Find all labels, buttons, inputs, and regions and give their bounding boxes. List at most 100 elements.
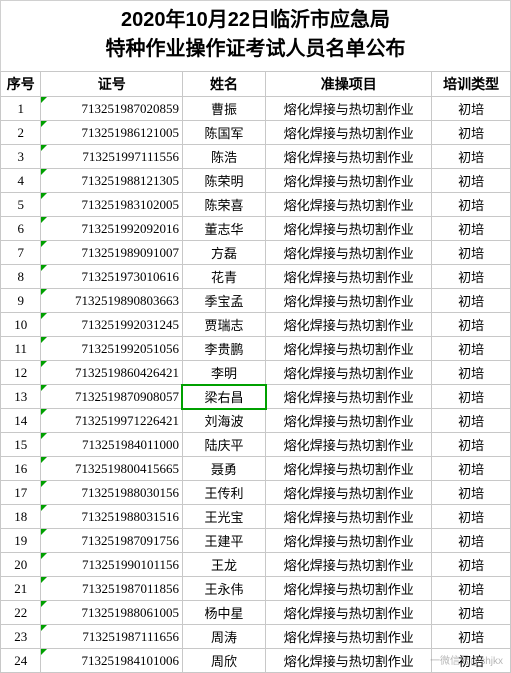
cell-id[interactable]: 713251989091007 (41, 241, 183, 265)
cell-name[interactable]: 梁右昌 (182, 385, 265, 409)
cell-name[interactable]: 董志华 (182, 217, 265, 241)
col-type[interactable]: 培训类型 (432, 72, 511, 97)
cell-name[interactable]: 聂勇 (182, 457, 265, 481)
cell-proj[interactable]: 熔化焊接与热切割作业 (266, 457, 432, 481)
cell-proj[interactable]: 熔化焊接与热切割作业 (266, 481, 432, 505)
cell-seq[interactable]: 19 (1, 529, 41, 553)
cell-seq[interactable]: 20 (1, 553, 41, 577)
cell-seq[interactable]: 10 (1, 313, 41, 337)
cell-proj[interactable]: 熔化焊接与热切割作业 (266, 121, 432, 145)
cell-seq[interactable]: 17 (1, 481, 41, 505)
cell-id[interactable]: 713251987091756 (41, 529, 183, 553)
cell-name[interactable]: 季宝孟 (182, 289, 265, 313)
cell-id[interactable]: 713251984011000 (41, 433, 183, 457)
cell-name[interactable]: 周涛 (182, 625, 265, 649)
cell-type[interactable]: 初培 (432, 385, 511, 409)
cell-type[interactable]: 初培 (432, 505, 511, 529)
cell-type[interactable]: 初培 (432, 241, 511, 265)
cell-type[interactable]: 初培 (432, 121, 511, 145)
col-seq[interactable]: 序号 (1, 72, 41, 97)
cell-id[interactable]: 713251987111656 (41, 625, 183, 649)
cell-type[interactable]: 初培 (432, 577, 511, 601)
cell-proj[interactable]: 熔化焊接与热切割作业 (266, 97, 432, 121)
cell-id[interactable]: 713251984101006 (41, 649, 183, 673)
cell-id[interactable]: 713251973010616 (41, 265, 183, 289)
cell-seq[interactable]: 13 (1, 385, 41, 409)
cell-id[interactable]: 7132519860426421 (41, 361, 183, 385)
cell-proj[interactable]: 熔化焊接与热切割作业 (266, 217, 432, 241)
cell-id[interactable]: 713251987020859 (41, 97, 183, 121)
cell-seq[interactable]: 8 (1, 265, 41, 289)
cell-proj[interactable]: 熔化焊接与热切割作业 (266, 169, 432, 193)
cell-type[interactable]: 初培 (432, 481, 511, 505)
cell-type[interactable]: 初培 (432, 625, 511, 649)
cell-seq[interactable]: 22 (1, 601, 41, 625)
cell-type[interactable]: 初培 (432, 601, 511, 625)
cell-proj[interactable]: 熔化焊接与热切割作业 (266, 385, 432, 409)
cell-type[interactable]: 初培 (432, 145, 511, 169)
cell-seq[interactable]: 2 (1, 121, 41, 145)
cell-type[interactable]: 初培 (432, 265, 511, 289)
cell-proj[interactable]: 熔化焊接与热切割作业 (266, 313, 432, 337)
cell-id[interactable]: 713251992051056 (41, 337, 183, 361)
cell-id[interactable]: 713251988030156 (41, 481, 183, 505)
cell-id[interactable]: 713251997111556 (41, 145, 183, 169)
cell-name[interactable]: 刘海波 (182, 409, 265, 433)
cell-proj[interactable]: 熔化焊接与热切割作业 (266, 505, 432, 529)
cell-seq[interactable]: 24 (1, 649, 41, 673)
cell-seq[interactable]: 1 (1, 97, 41, 121)
cell-proj[interactable]: 熔化焊接与热切割作业 (266, 145, 432, 169)
cell-id[interactable]: 7132519971226421 (41, 409, 183, 433)
cell-id[interactable]: 713251988031516 (41, 505, 183, 529)
cell-proj[interactable]: 熔化焊接与热切割作业 (266, 433, 432, 457)
cell-type[interactable]: 初培 (432, 337, 511, 361)
cell-id[interactable]: 7132519890803663 (41, 289, 183, 313)
cell-proj[interactable]: 熔化焊接与热切割作业 (266, 337, 432, 361)
cell-seq[interactable]: 3 (1, 145, 41, 169)
cell-name[interactable]: 陈荣喜 (182, 193, 265, 217)
col-proj[interactable]: 准操项目 (266, 72, 432, 97)
cell-type[interactable]: 初培 (432, 361, 511, 385)
cell-type[interactable]: 初培 (432, 409, 511, 433)
cell-proj[interactable]: 熔化焊接与热切割作业 (266, 409, 432, 433)
cell-seq[interactable]: 7 (1, 241, 41, 265)
cell-type[interactable]: 初培 (432, 217, 511, 241)
cell-id[interactable]: 7132519800415665 (41, 457, 183, 481)
cell-seq[interactable]: 21 (1, 577, 41, 601)
cell-proj[interactable]: 熔化焊接与热切割作业 (266, 289, 432, 313)
cell-seq[interactable]: 11 (1, 337, 41, 361)
cell-seq[interactable]: 9 (1, 289, 41, 313)
cell-proj[interactable]: 熔化焊接与热切割作业 (266, 265, 432, 289)
cell-id[interactable]: 713251992031245 (41, 313, 183, 337)
col-name[interactable]: 姓名 (182, 72, 265, 97)
cell-type[interactable]: 初培 (432, 313, 511, 337)
cell-id[interactable]: 713251983102005 (41, 193, 183, 217)
cell-seq[interactable]: 23 (1, 625, 41, 649)
cell-name[interactable]: 陆庆平 (182, 433, 265, 457)
cell-id[interactable]: 713251988121305 (41, 169, 183, 193)
cell-name[interactable]: 王建平 (182, 529, 265, 553)
cell-proj[interactable]: 熔化焊接与热切割作业 (266, 577, 432, 601)
cell-seq[interactable]: 5 (1, 193, 41, 217)
cell-type[interactable]: 初培 (432, 529, 511, 553)
cell-seq[interactable]: 15 (1, 433, 41, 457)
cell-type[interactable]: 初培 (432, 97, 511, 121)
cell-name[interactable]: 王龙 (182, 553, 265, 577)
cell-proj[interactable]: 熔化焊接与热切割作业 (266, 241, 432, 265)
cell-name[interactable]: 王光宝 (182, 505, 265, 529)
cell-name[interactable]: 陈国军 (182, 121, 265, 145)
cell-name[interactable]: 陈荣明 (182, 169, 265, 193)
cell-proj[interactable]: 熔化焊接与热切割作业 (266, 649, 432, 673)
cell-name[interactable]: 花青 (182, 265, 265, 289)
col-id[interactable]: 证号 (41, 72, 183, 97)
cell-seq[interactable]: 6 (1, 217, 41, 241)
cell-type[interactable]: 初培 (432, 553, 511, 577)
cell-name[interactable]: 李明 (182, 361, 265, 385)
cell-type[interactable]: 初培 (432, 169, 511, 193)
cell-seq[interactable]: 18 (1, 505, 41, 529)
cell-type[interactable]: 初培 (432, 649, 511, 673)
cell-id[interactable]: 7132519870908057 (41, 385, 183, 409)
cell-id[interactable]: 713251990101156 (41, 553, 183, 577)
cell-id[interactable]: 713251986121005 (41, 121, 183, 145)
cell-type[interactable]: 初培 (432, 289, 511, 313)
